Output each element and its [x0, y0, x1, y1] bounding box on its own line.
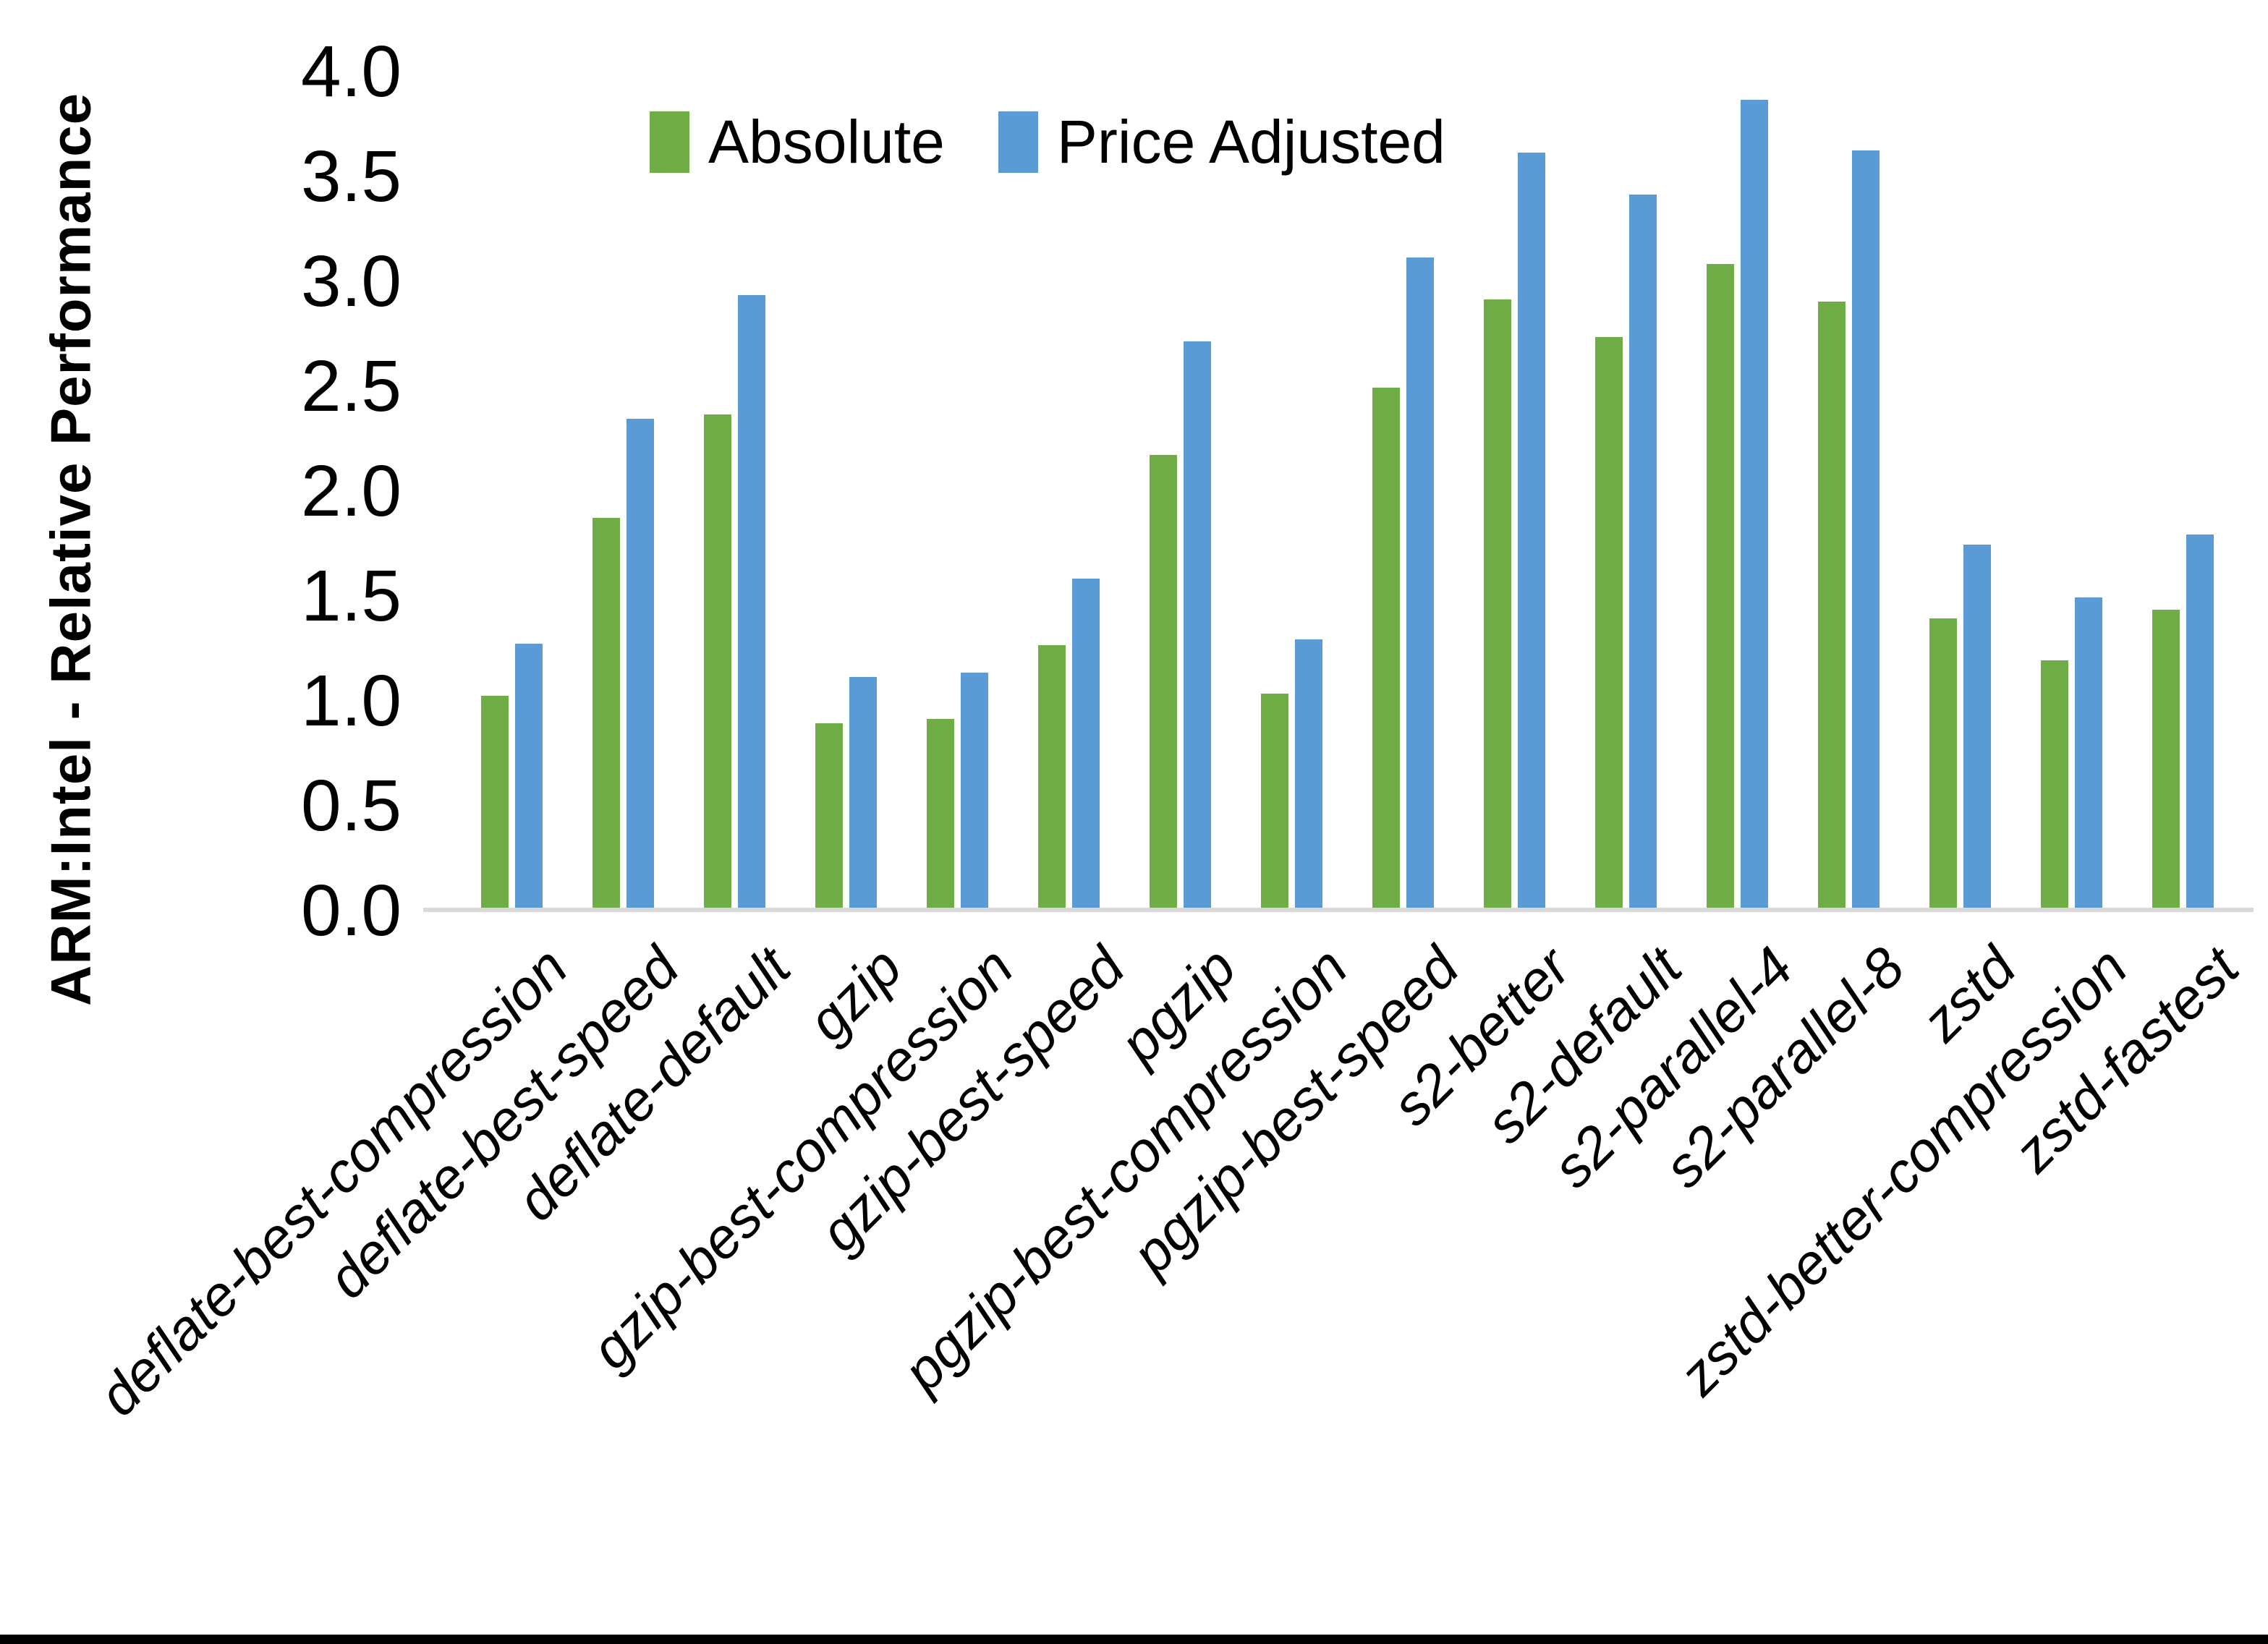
y-axis-title: ARM:Intel - Relative Performance	[38, 93, 103, 1007]
bar-absolute-zstd	[1929, 618, 1957, 908]
y-tick-label-4.0: 4.0	[300, 31, 402, 112]
bar-absolute-deflate-best-compression	[481, 696, 509, 908]
y-tick-label-1.0: 1.0	[300, 660, 402, 741]
bar-price-adjusted-gzip	[849, 677, 877, 908]
y-tick-label-3.0: 3.0	[300, 241, 402, 322]
y-tick-label-2.0: 2.0	[300, 451, 402, 532]
x-axis-line	[423, 908, 2254, 912]
bar-absolute-deflate-best-speed	[593, 518, 620, 908]
bar-absolute-s2-better	[1484, 299, 1511, 908]
legend-label-absolute: Absolute	[708, 108, 945, 176]
legend-swatch-price-adjusted	[998, 111, 1038, 173]
bar-price-adjusted-deflate-default	[738, 295, 765, 908]
bar-absolute-pgzip-best-speed	[1372, 388, 1400, 908]
bar-absolute-s2-parallel-8	[1818, 302, 1846, 908]
bar-absolute-s2-parallel-4	[1707, 264, 1734, 908]
legend-label-price-adjusted: Price Adjusted	[1056, 108, 1445, 176]
bar-absolute-pgzip	[1150, 455, 1177, 908]
y-tick-label-0.5: 0.5	[300, 765, 402, 846]
bar-price-adjusted-deflate-best-speed	[627, 419, 654, 908]
y-tick-label-3.5: 3.5	[300, 136, 402, 217]
bar-price-adjusted-pgzip-best-speed	[1406, 257, 1434, 908]
bar-absolute-gzip-best-speed	[1038, 645, 1066, 908]
y-tick-label-2.5: 2.5	[300, 346, 402, 427]
bar-price-adjusted-pgzip	[1184, 341, 1211, 908]
bar-price-adjusted-gzip-best-speed	[1072, 579, 1100, 908]
y-tick-label-1.5: 1.5	[300, 555, 402, 636]
bar-absolute-s2-default	[1595, 337, 1623, 908]
legend-item-price-adjusted: Price Adjusted	[998, 107, 1445, 177]
bar-price-adjusted-s2-default	[1629, 195, 1657, 908]
bar-price-adjusted-zstd-better-compression	[2075, 597, 2102, 908]
bar-absolute-deflate-default	[704, 414, 731, 908]
bar-price-adjusted-gzip-best-compression	[961, 673, 988, 908]
legend-item-absolute: Absolute	[650, 107, 945, 177]
bar-absolute-gzip-best-compression	[927, 719, 954, 908]
y-tick-label-0.0: 0.0	[300, 870, 402, 951]
bar-absolute-gzip	[815, 723, 843, 908]
page-bottom-border	[0, 1635, 2268, 1644]
bar-price-adjusted-zstd-fastest	[2186, 534, 2214, 908]
bar-absolute-pgzip-best-compression	[1261, 694, 1288, 908]
legend-swatch-absolute	[650, 111, 689, 173]
bar-absolute-zstd-fastest	[2152, 610, 2180, 908]
bar-price-adjusted-zstd	[1963, 545, 1991, 908]
legend: Absolute Price Adjusted	[650, 107, 1445, 177]
bar-price-adjusted-s2-better	[1518, 153, 1545, 908]
bar-price-adjusted-pgzip-best-compression	[1295, 639, 1322, 908]
bar-absolute-zstd-better-compression	[2041, 660, 2068, 908]
bar-price-adjusted-s2-parallel-8	[1852, 150, 1880, 908]
bar-price-adjusted-deflate-best-compression	[515, 644, 543, 908]
bar-price-adjusted-s2-parallel-4	[1741, 100, 1768, 908]
